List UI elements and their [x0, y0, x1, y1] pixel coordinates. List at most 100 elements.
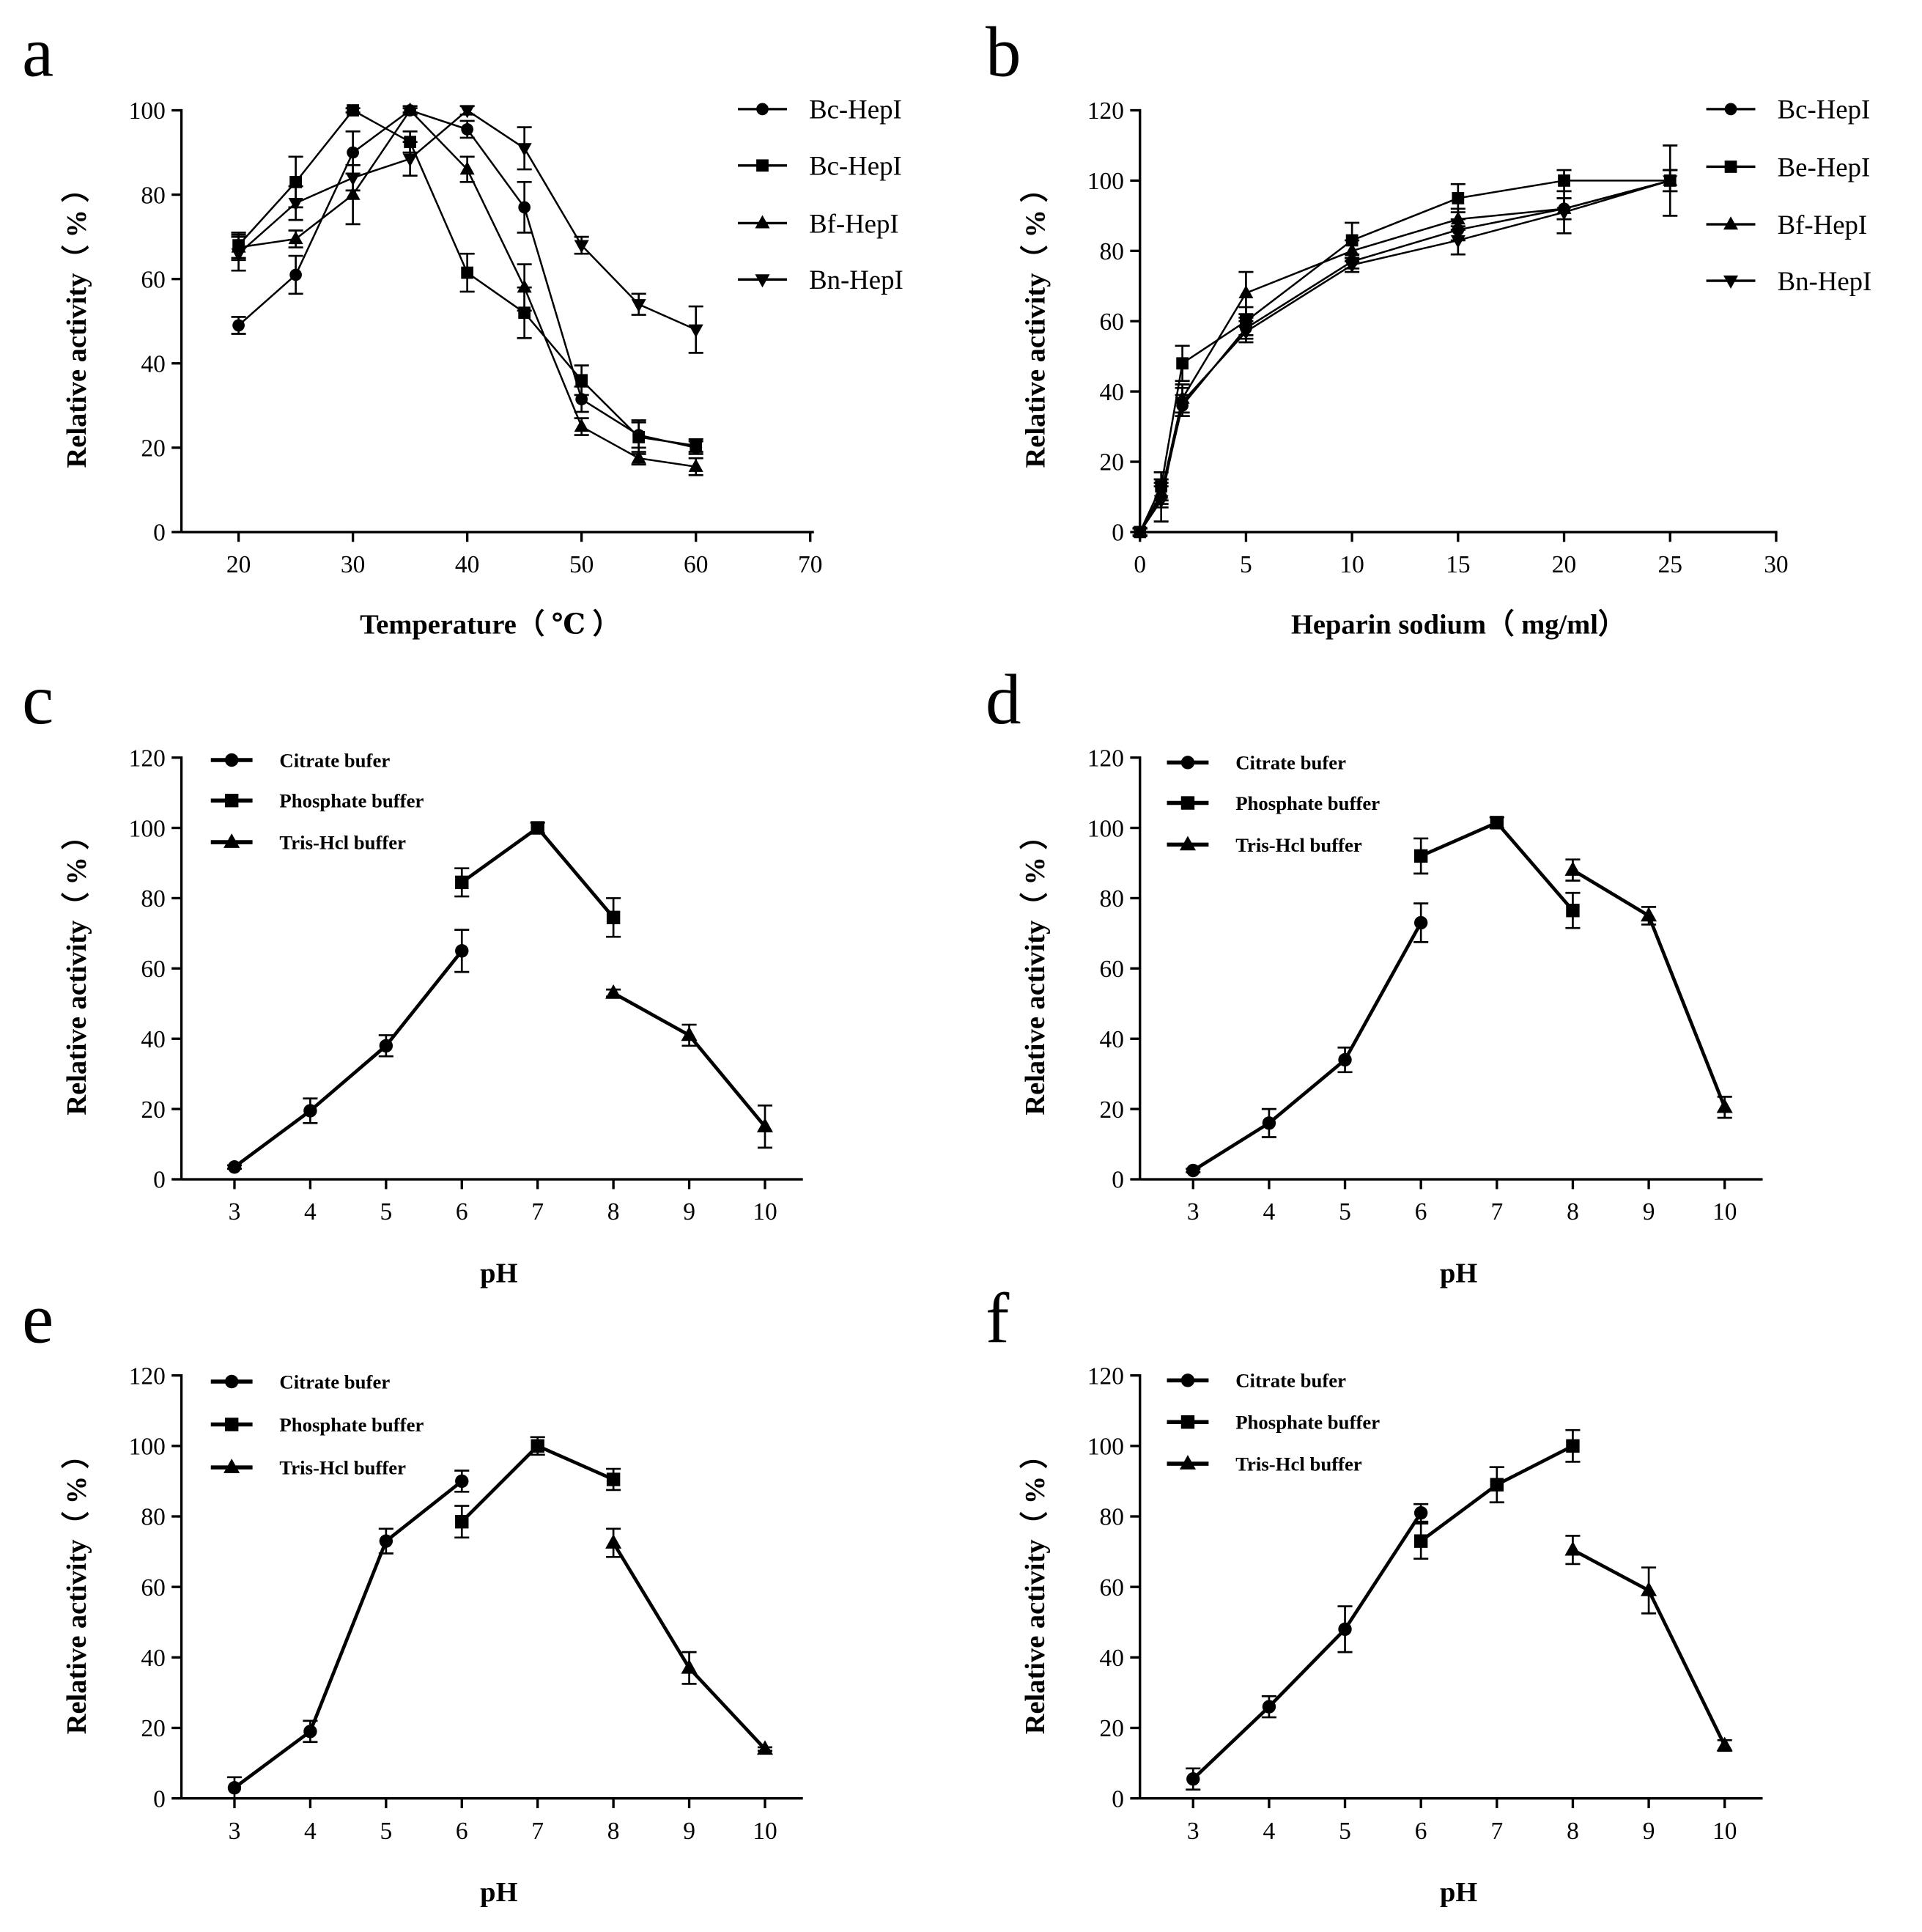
panel-c-letter: c	[22, 660, 53, 739]
panel-c-phosphate-buffer-point-8	[606, 910, 621, 925]
panel-e-x-tick-label: 4	[304, 1818, 317, 1845]
panel-d-tris-hcl-buffer-point-8	[1564, 861, 1581, 876]
panel-b-legend-label: Bc-HepI	[1778, 95, 1871, 125]
panel-c-citrate-bufer-point-6	[455, 944, 469, 958]
panel-f-legend-item: Tris-Hcl buffer	[1167, 1453, 1362, 1475]
panel-a-bn-hepi-point-50	[574, 240, 589, 254]
panel-b-series-line	[1139, 180, 1671, 533]
panel-c-tris-hcl-buffer-point-9	[681, 1026, 698, 1041]
panel-d-y-tick-label: 60	[1100, 956, 1124, 983]
panel-e-x-tick-label: 5	[380, 1818, 392, 1845]
panel-b-be-hepi-point-15	[1452, 192, 1465, 204]
panel-e-series-tris-hcl-buffer-triangle	[605, 1527, 774, 1755]
panel-a-y-tick-label: 80	[141, 182, 165, 209]
panel-d-letter: d	[986, 660, 1021, 739]
panel-c-y-tick-label: 60	[141, 956, 165, 983]
panel-c-series-line	[460, 826, 615, 919]
panel-a-legend-label: Bc-HepI	[809, 151, 902, 181]
panel-a-series-bn-hepi-triangle-down	[231, 105, 703, 354]
panel-a: a 0 20 40 60 80 100 20 30 40 50 60 70 Temperature（ ℃ …	[22, 13, 903, 641]
panel-c-phosphate-buffer-point-6	[455, 875, 469, 890]
panel-b-legend-marker	[1723, 216, 1739, 230]
panel-b-x-tick-label: 25	[1658, 551, 1682, 578]
panel-f-x-tick-label: 5	[1339, 1818, 1351, 1845]
panel-e-x-tick-label: 6	[456, 1818, 468, 1845]
panel-a-bc-hepi-point-60	[690, 439, 703, 452]
panel-c-series-phosphate-buffer-square	[454, 821, 621, 938]
panel-c-series-tris-hcl-buffer-triangle	[605, 984, 774, 1149]
panel-a-x-tick-label: 20	[226, 551, 251, 578]
panel-c-legend-marker	[224, 794, 239, 808]
panel-b-y-axis-title: Relative activity（ % ）	[1019, 174, 1051, 468]
panel-c-x-axis-title: pH	[480, 1258, 517, 1289]
panel-b-x-tick-label: 0	[1134, 551, 1146, 578]
panel-e-y-tick-label: 120	[129, 1363, 166, 1390]
panel-b-series-line	[1139, 180, 1671, 533]
panel-e-legend-item: Phosphate buffer	[210, 1414, 424, 1436]
panel-b-x-tick-label: 10	[1339, 551, 1364, 578]
panel-c-y-axis-title: Relative activity（ % ）	[61, 822, 92, 1116]
panel-a-bc-hepi-point-30	[347, 104, 359, 117]
panel-b-legend-label: Be-HepI	[1778, 152, 1871, 182]
panel-c-series-citrate-bufer-circle	[226, 929, 470, 1174]
panel-e-legend-item: Tris-Hcl buffer	[210, 1456, 406, 1478]
panel-b-bn-hepi-point-1	[1153, 495, 1169, 509]
panel-f-legend-marker	[1180, 1415, 1195, 1429]
panel-d-x-tick-label: 9	[1643, 1198, 1655, 1225]
panel-e-x-tick-label: 10	[753, 1818, 777, 1845]
panel-b-bf-hepi-point-15	[1450, 211, 1465, 225]
panel-d-citrate-bufer-point-6	[1413, 915, 1428, 930]
panel-c-legend-label: Citrate bufer	[279, 749, 390, 771]
panel-f-citrate-bufer-point-5	[1338, 1622, 1352, 1637]
panel-f-x-tick-label: 9	[1643, 1818, 1655, 1845]
panel-a-x-tick-label: 50	[569, 551, 594, 578]
panel-d-x-tick-label: 3	[1187, 1198, 1200, 1225]
panel-f-y-axis-title: Relative activity（ % ）	[1019, 1441, 1051, 1735]
panel-b-series-bc-hepi-circle	[1132, 169, 1678, 539]
panel-c-series-line	[233, 949, 464, 1169]
panel-d-legend-item: Citrate bufer	[1167, 752, 1346, 774]
panel-d-x-tick-label: 7	[1490, 1198, 1503, 1225]
panel-b-y-tick-label: 0	[1112, 520, 1124, 547]
panel-e-legend-marker	[224, 1374, 239, 1389]
panel-f-y-tick-label: 0	[1112, 1785, 1124, 1813]
panel-a-bc-hepi-point-45	[518, 201, 531, 214]
panel-f-y-tick-label: 100	[1087, 1434, 1124, 1461]
panel-b-bn-hepi-point-15	[1450, 235, 1465, 248]
panel-b-series-line	[1139, 180, 1671, 533]
panel-f-series-phosphate-buffer-square	[1413, 1428, 1581, 1560]
panel-c-y-tick-label: 120	[129, 745, 166, 772]
panel-e-phosphate-buffer-point-6	[455, 1515, 469, 1529]
panel-e-legend-label: Phosphate buffer	[279, 1414, 424, 1436]
panel-c-legend-item: Tris-Hcl buffer	[210, 831, 406, 853]
panel-f-phosphate-buffer-point-7	[1490, 1478, 1504, 1492]
panel-f-x-tick-label: 7	[1490, 1818, 1503, 1845]
panel-a-bn-hepi-point-45	[517, 143, 532, 157]
panel-f-legend-marker	[1180, 1374, 1195, 1387]
panel-f-citrate-bufer-point-4	[1262, 1700, 1276, 1714]
panel-e-tris-hcl-buffer-point-9	[681, 1659, 698, 1674]
panel-c-citrate-bufer-point-3	[227, 1160, 242, 1174]
panel-c-legend-item: Citrate bufer	[210, 749, 390, 771]
panel-b-y-tick-label: 20	[1100, 449, 1124, 476]
panel-a-y-tick-label: 60	[141, 266, 165, 293]
panel-a-bc-hepi-point-50	[575, 393, 588, 406]
panel-d-y-tick-label: 100	[1087, 815, 1124, 842]
panel-f-x-tick-label: 8	[1567, 1818, 1579, 1845]
panel-a-x-tick-label: 30	[341, 551, 365, 578]
panel-a-y-tick-label: 40	[141, 350, 165, 377]
panel-e-x-axis-title: pH	[480, 1877, 517, 1908]
panel-f-tris-hcl-buffer-point-10	[1716, 1736, 1733, 1752]
panel-f-x-tick-label: 6	[1415, 1818, 1427, 1845]
panel-e-y-tick-label: 100	[129, 1434, 166, 1461]
panel-e-series-citrate-bufer-circle	[226, 1470, 470, 1800]
panel-c-legend-label: Phosphate buffer	[279, 790, 424, 812]
panel-a-x-tick-label: 40	[455, 551, 479, 578]
panel-f-series-citrate-bufer-circle	[1186, 1503, 1429, 1791]
panel-b-bf-hepi-point-10	[1345, 243, 1360, 257]
panel-d-phosphate-buffer-point-6	[1413, 849, 1428, 863]
panel-b-x-axis-title: Heparin sodium（ mg/ml）	[1291, 609, 1626, 641]
panel-a-bn-hepi-point-55	[631, 299, 646, 313]
panel-c-y-tick-label: 20	[141, 1096, 165, 1124]
